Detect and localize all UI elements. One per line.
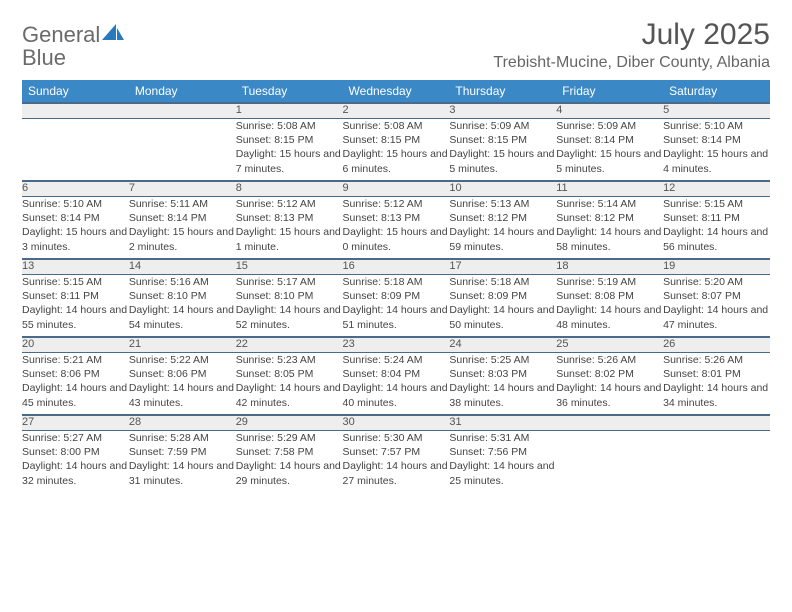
day-number-row: 20212223242526: [22, 338, 770, 353]
day-number: 17: [449, 260, 556, 275]
day-number: 31: [449, 416, 556, 431]
day-cell: Sunrise: 5:10 AMSunset: 8:14 PMDaylight:…: [663, 119, 770, 181]
day-cell: Sunrise: 5:13 AMSunset: 8:12 PMDaylight:…: [449, 197, 556, 259]
day-number: 6: [22, 182, 129, 197]
day-cell: Sunrise: 5:28 AMSunset: 7:59 PMDaylight:…: [129, 431, 236, 493]
day-cell: Sunrise: 5:21 AMSunset: 8:06 PMDaylight:…: [22, 353, 129, 415]
day-number: 15: [236, 260, 343, 275]
day-number: 28: [129, 416, 236, 431]
day-number: 9: [343, 182, 450, 197]
location: Trebisht-Mucine, Diber County, Albania: [493, 54, 770, 72]
day-cell: Sunrise: 5:09 AMSunset: 8:15 PMDaylight:…: [449, 119, 556, 181]
day-header: Monday: [129, 80, 236, 103]
day-number: 20: [22, 338, 129, 353]
day-number: 30: [343, 416, 450, 431]
logo-word1: General: [22, 22, 100, 47]
day-number: [556, 416, 663, 431]
day-cell: Sunrise: 5:29 AMSunset: 7:58 PMDaylight:…: [236, 431, 343, 493]
day-cell: Sunrise: 5:08 AMSunset: 8:15 PMDaylight:…: [343, 119, 450, 181]
day-number: 24: [449, 338, 556, 353]
day-number: 8: [236, 182, 343, 197]
day-cell: Sunrise: 5:26 AMSunset: 8:02 PMDaylight:…: [556, 353, 663, 415]
day-cell: [22, 119, 129, 181]
day-number: 23: [343, 338, 450, 353]
logo-sail-icon: [102, 24, 124, 47]
day-number: [663, 416, 770, 431]
day-header: Saturday: [663, 80, 770, 103]
day-info-row: Sunrise: 5:10 AMSunset: 8:14 PMDaylight:…: [22, 197, 770, 259]
day-cell: Sunrise: 5:17 AMSunset: 8:10 PMDaylight:…: [236, 275, 343, 337]
day-cell: Sunrise: 5:25 AMSunset: 8:03 PMDaylight:…: [449, 353, 556, 415]
day-number: 13: [22, 260, 129, 275]
day-number-row: 13141516171819: [22, 260, 770, 275]
day-cell: Sunrise: 5:15 AMSunset: 8:11 PMDaylight:…: [22, 275, 129, 337]
day-number: 10: [449, 182, 556, 197]
day-cell: Sunrise: 5:23 AMSunset: 8:05 PMDaylight:…: [236, 353, 343, 415]
title-block: July 2025 Trebisht-Mucine, Diber County,…: [493, 18, 770, 72]
month-title: July 2025: [493, 18, 770, 52]
day-cell: Sunrise: 5:10 AMSunset: 8:14 PMDaylight:…: [22, 197, 129, 259]
day-cell: Sunrise: 5:27 AMSunset: 8:00 PMDaylight:…: [22, 431, 129, 493]
day-cell: Sunrise: 5:14 AMSunset: 8:12 PMDaylight:…: [556, 197, 663, 259]
day-header: Thursday: [449, 80, 556, 103]
day-number: 18: [556, 260, 663, 275]
day-cell: Sunrise: 5:20 AMSunset: 8:07 PMDaylight:…: [663, 275, 770, 337]
day-cell: [556, 431, 663, 493]
calendar-page: General Blue July 2025 Trebisht-Mucine, …: [0, 0, 792, 511]
day-cell: Sunrise: 5:26 AMSunset: 8:01 PMDaylight:…: [663, 353, 770, 415]
day-cell: [129, 119, 236, 181]
calendar-header-row: SundayMondayTuesdayWednesdayThursdayFrid…: [22, 80, 770, 103]
day-number: 26: [663, 338, 770, 353]
day-info-row: Sunrise: 5:21 AMSunset: 8:06 PMDaylight:…: [22, 353, 770, 415]
day-cell: Sunrise: 5:12 AMSunset: 8:13 PMDaylight:…: [343, 197, 450, 259]
day-cell: Sunrise: 5:11 AMSunset: 8:14 PMDaylight:…: [129, 197, 236, 259]
day-info-row: Sunrise: 5:27 AMSunset: 8:00 PMDaylight:…: [22, 431, 770, 493]
day-number: 16: [343, 260, 450, 275]
day-number: [22, 104, 129, 119]
day-cell: Sunrise: 5:24 AMSunset: 8:04 PMDaylight:…: [343, 353, 450, 415]
day-number: 22: [236, 338, 343, 353]
day-cell: Sunrise: 5:08 AMSunset: 8:15 PMDaylight:…: [236, 119, 343, 181]
day-number: 11: [556, 182, 663, 197]
day-cell: Sunrise: 5:18 AMSunset: 8:09 PMDaylight:…: [343, 275, 450, 337]
day-info-row: Sunrise: 5:08 AMSunset: 8:15 PMDaylight:…: [22, 119, 770, 181]
logo: General Blue: [22, 24, 124, 70]
day-number: 7: [129, 182, 236, 197]
day-cell: Sunrise: 5:18 AMSunset: 8:09 PMDaylight:…: [449, 275, 556, 337]
day-cell: Sunrise: 5:19 AMSunset: 8:08 PMDaylight:…: [556, 275, 663, 337]
day-number: 4: [556, 104, 663, 119]
day-header: Friday: [556, 80, 663, 103]
day-number-row: 2728293031: [22, 416, 770, 431]
day-number: 12: [663, 182, 770, 197]
day-number: [129, 104, 236, 119]
day-header: Tuesday: [236, 80, 343, 103]
day-cell: Sunrise: 5:30 AMSunset: 7:57 PMDaylight:…: [343, 431, 450, 493]
day-cell: [663, 431, 770, 493]
day-info-row: Sunrise: 5:15 AMSunset: 8:11 PMDaylight:…: [22, 275, 770, 337]
day-number: 5: [663, 104, 770, 119]
day-number: 25: [556, 338, 663, 353]
day-cell: Sunrise: 5:09 AMSunset: 8:14 PMDaylight:…: [556, 119, 663, 181]
day-number: 21: [129, 338, 236, 353]
day-cell: Sunrise: 5:22 AMSunset: 8:06 PMDaylight:…: [129, 353, 236, 415]
day-number: 29: [236, 416, 343, 431]
day-number: 27: [22, 416, 129, 431]
day-number: 3: [449, 104, 556, 119]
day-number: 2: [343, 104, 450, 119]
day-number: 1: [236, 104, 343, 119]
day-number-row: 6789101112: [22, 182, 770, 197]
header: General Blue July 2025 Trebisht-Mucine, …: [22, 18, 770, 72]
day-number: 19: [663, 260, 770, 275]
logo-word2: Blue: [22, 45, 66, 70]
day-header: Sunday: [22, 80, 129, 103]
day-number-row: 12345: [22, 104, 770, 119]
calendar-table: SundayMondayTuesdayWednesdayThursdayFrid…: [22, 80, 770, 493]
day-number: 14: [129, 260, 236, 275]
day-cell: Sunrise: 5:12 AMSunset: 8:13 PMDaylight:…: [236, 197, 343, 259]
day-cell: Sunrise: 5:15 AMSunset: 8:11 PMDaylight:…: [663, 197, 770, 259]
day-cell: Sunrise: 5:16 AMSunset: 8:10 PMDaylight:…: [129, 275, 236, 337]
day-cell: Sunrise: 5:31 AMSunset: 7:56 PMDaylight:…: [449, 431, 556, 493]
day-header: Wednesday: [343, 80, 450, 103]
